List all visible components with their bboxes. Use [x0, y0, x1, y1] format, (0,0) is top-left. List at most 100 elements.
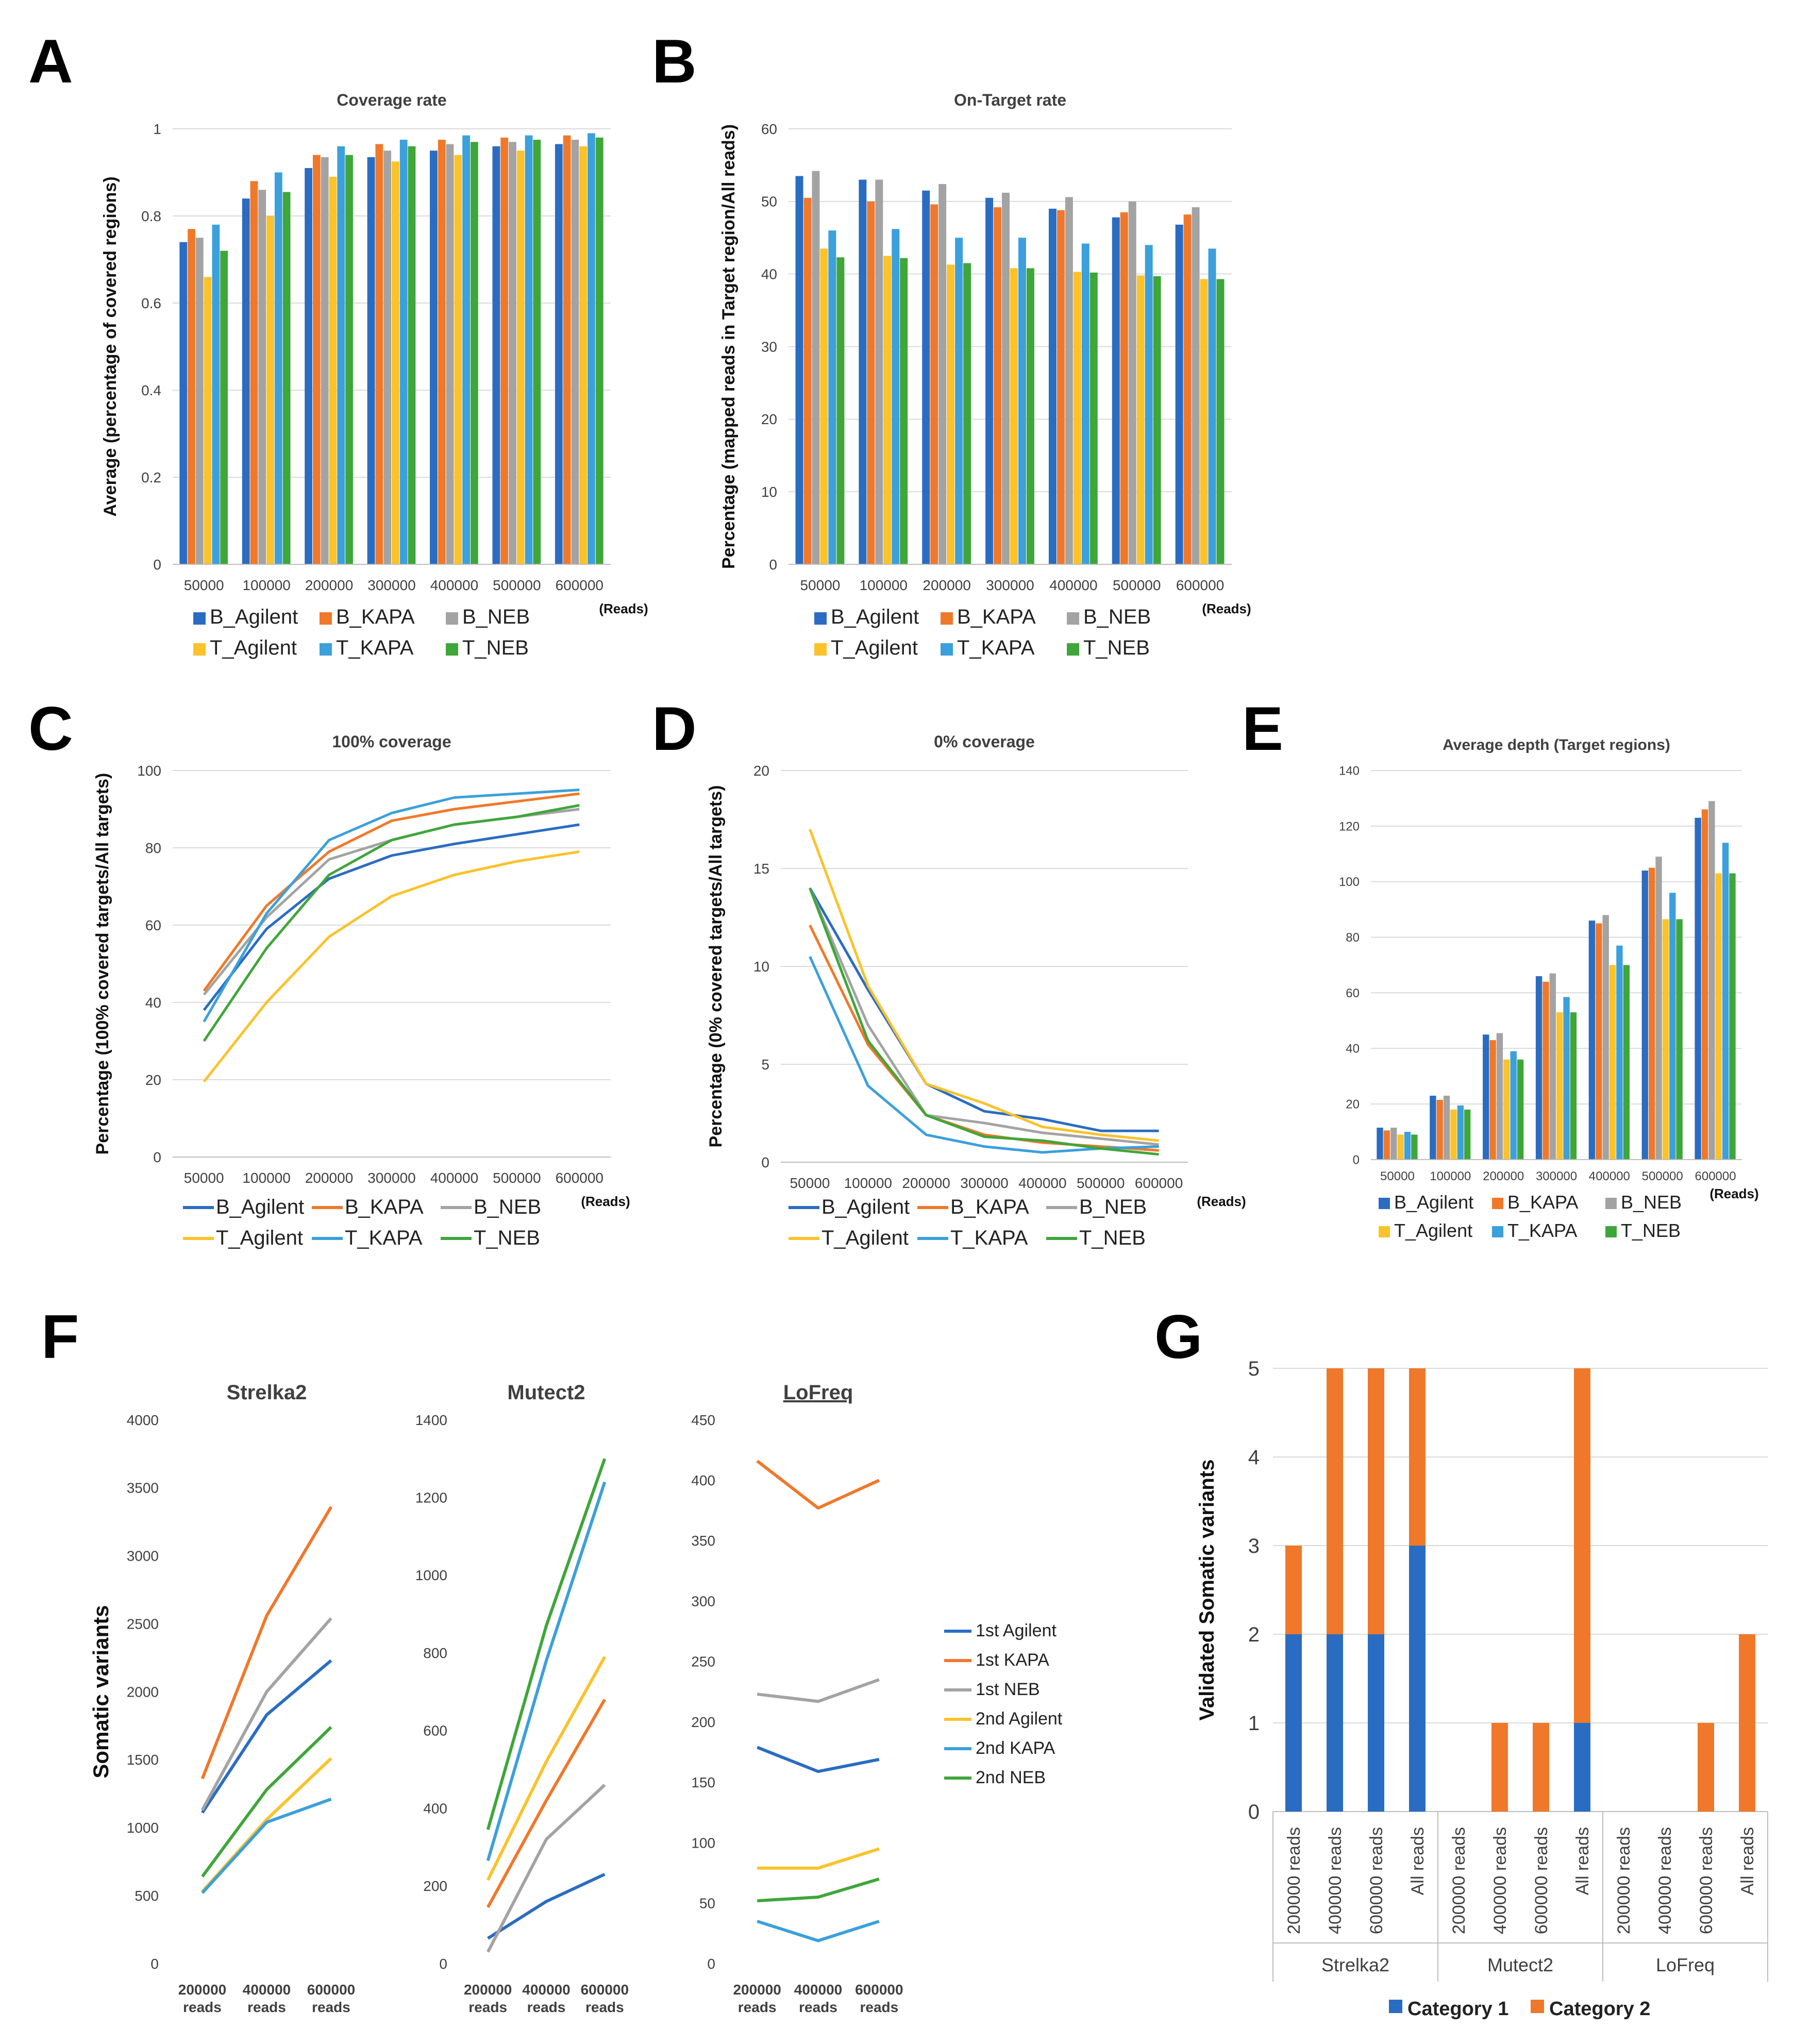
- x-tick-label: 200000 reads: [1284, 1827, 1304, 1934]
- legend-swatch: [193, 643, 206, 656]
- bar-t-neb: [1153, 276, 1161, 564]
- legend-swatch: [814, 612, 827, 625]
- bar-category-2: [1409, 1368, 1426, 1546]
- y-tick-label: 600: [423, 1723, 447, 1739]
- y-tick-label: 0.4: [141, 382, 161, 398]
- bar-b-kapa: [1436, 1100, 1443, 1160]
- bar-t-kapa: [1081, 243, 1089, 564]
- legend-swatch: [1605, 1226, 1617, 1237]
- y-tick-label: 300: [691, 1593, 715, 1609]
- legend-label: T_KAPA: [957, 636, 1035, 659]
- y-tick-label: 140: [1339, 764, 1360, 778]
- series-line-b-agilent: [203, 823, 580, 1011]
- x-tick-label: 500000: [493, 1170, 541, 1186]
- bar-t-agilent: [454, 155, 462, 564]
- bar-b-kapa: [500, 137, 509, 564]
- x-tick-label: 100000: [860, 577, 908, 593]
- bar-t-neb: [1676, 919, 1683, 1160]
- series-line-2nd-agilent: [486, 1656, 606, 1881]
- bar-b-kapa: [867, 201, 875, 564]
- legend-swatch: [1379, 1226, 1390, 1237]
- bar-b-kapa: [250, 181, 258, 564]
- bar-b-kapa: [375, 144, 383, 564]
- y-tick-label: 20: [761, 411, 777, 427]
- x-tick-label: 600000 reads: [307, 1982, 355, 2015]
- legend-label: 2nd KAPA: [976, 1738, 1055, 1758]
- series-line-2nd-kapa: [486, 1481, 607, 1862]
- y-axis-label: Percentage (mapped reads in Target regio…: [719, 124, 739, 569]
- legend-label: T_KAPA: [1507, 1220, 1577, 1241]
- legend-label: B_NEB: [1621, 1192, 1682, 1213]
- bar-t-kapa: [892, 229, 900, 565]
- legend-label: B_Agilent: [1394, 1192, 1473, 1213]
- series-line-1st-kapa: [487, 1699, 606, 1908]
- bar-t-kapa: [1018, 238, 1026, 564]
- legend-label: T_NEB: [474, 1227, 540, 1249]
- bar-t-agilent: [329, 176, 337, 564]
- y-tick-label: 1400: [415, 1412, 447, 1428]
- bar-category-1: [1327, 1634, 1343, 1812]
- bar-b-agilent: [367, 157, 375, 564]
- legend-label: T_NEB: [1621, 1220, 1681, 1241]
- bar-t-neb: [1411, 1134, 1418, 1160]
- y-axis-label: Somatic variants: [89, 1605, 113, 1778]
- series-line-1st-neb: [757, 1678, 880, 1703]
- bar-b-neb: [1549, 973, 1556, 1160]
- bar-b-neb: [1002, 192, 1010, 564]
- y-tick-label: 3: [1248, 1535, 1260, 1557]
- legend-swatch: [446, 612, 458, 625]
- bar-b-kapa: [563, 135, 571, 564]
- legend-label: T_Agilent: [821, 1227, 909, 1249]
- bar-t-kapa: [588, 133, 595, 564]
- bar-t-neb: [963, 263, 971, 565]
- bar-b-neb: [1065, 197, 1073, 565]
- y-tick-label: 10: [753, 959, 769, 975]
- y-tick-label: 80: [145, 840, 161, 856]
- bar-t-neb: [1216, 279, 1225, 564]
- x-tick-label: 600000: [556, 1170, 603, 1186]
- bar-b-agilent: [795, 176, 803, 565]
- bar-b-kapa: [1596, 923, 1602, 1160]
- legend-swatch: [1492, 1198, 1503, 1209]
- x-tick-label: All reads: [1738, 1827, 1757, 1895]
- bar-t-agilent: [392, 161, 399, 564]
- bar-t-agilent: [947, 264, 955, 564]
- bar-b-kapa: [930, 204, 938, 564]
- y-tick-label: 20: [1346, 1098, 1360, 1112]
- x-tick-label: 300000: [1536, 1169, 1577, 1183]
- bar-category-1: [1574, 1723, 1590, 1812]
- bar-category-1: [1409, 1546, 1426, 1812]
- x-tick-label: 200000 reads: [1449, 1827, 1469, 1934]
- legend-label: T_KAPA: [950, 1227, 1028, 1249]
- bar-b-neb: [1655, 857, 1662, 1160]
- group-label: Mutect2: [1487, 1954, 1553, 1975]
- bar-b-agilent: [859, 179, 867, 564]
- panel-letter-a: A: [28, 27, 73, 96]
- legend-swatch: [941, 643, 953, 656]
- legend-swatch: [1067, 643, 1079, 656]
- bar-b-agilent: [1695, 817, 1701, 1160]
- series-line-t-kapa: [203, 789, 580, 1023]
- series-line-b-neb: [809, 887, 1159, 1146]
- y-tick-label: 400: [691, 1472, 715, 1488]
- bar-b-neb: [875, 179, 883, 564]
- bar-t-agilent: [1503, 1059, 1510, 1160]
- legend-swatch: [320, 643, 332, 656]
- x-tick-label: 100000: [242, 1170, 290, 1186]
- x-tick-label: 400000 reads: [794, 1982, 842, 2015]
- bar-category-1: [1368, 1634, 1384, 1812]
- legend-label: 2nd Agilent: [976, 1709, 1063, 1729]
- x-tick-label: 500000: [1077, 1175, 1125, 1191]
- bar-b-neb: [1602, 915, 1609, 1160]
- x-tick-label: 400000: [430, 1170, 478, 1186]
- bar-b-neb: [571, 140, 579, 564]
- bar-category-2: [1533, 1723, 1549, 1812]
- x-tick-label: 400000: [430, 577, 478, 593]
- y-tick-label: 4000: [127, 1412, 159, 1428]
- y-tick-label: 2000: [127, 1684, 159, 1700]
- x-tick-label: 400000 reads: [1326, 1827, 1345, 1934]
- legend-label: B_KAPA: [336, 606, 415, 628]
- bar-t-agilent: [579, 146, 588, 564]
- bar-b-neb: [321, 157, 329, 564]
- chart-title: Coverage rate: [337, 91, 446, 109]
